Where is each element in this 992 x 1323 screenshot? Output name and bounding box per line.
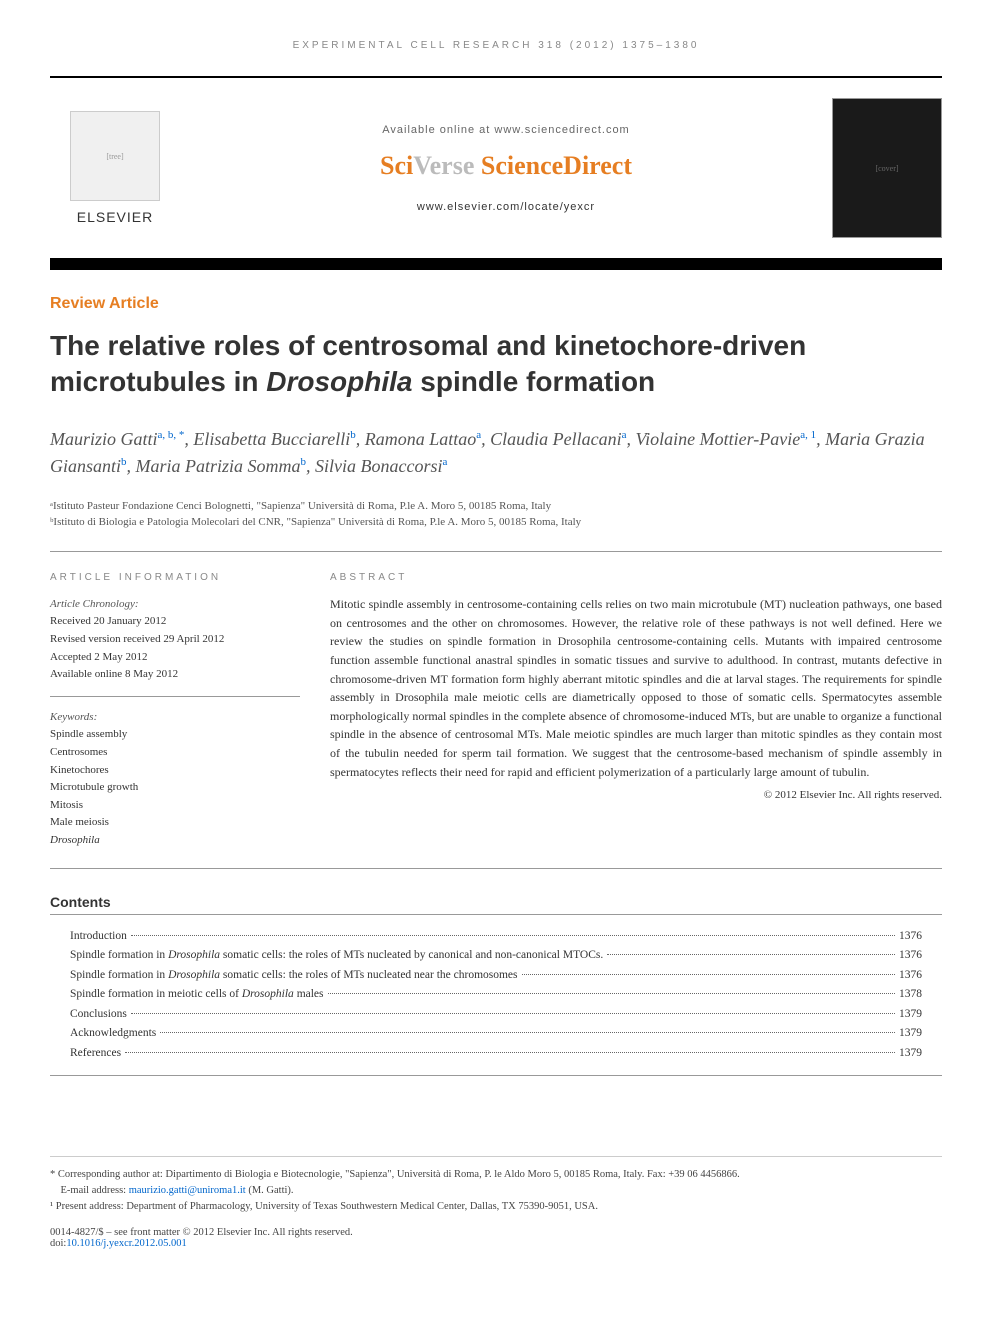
email-suffix: (M. Gatti). bbox=[246, 1185, 294, 1196]
toc-dots bbox=[131, 935, 895, 936]
toc-page: 1379 bbox=[899, 1024, 922, 1044]
toc-row[interactable]: References 1379 bbox=[70, 1044, 922, 1064]
running-header: EXPERIMENTAL CELL RESEARCH 318 (2012) 13… bbox=[50, 40, 942, 51]
info-abstract-row: ARTICLE INFORMATION Article Chronology: … bbox=[50, 551, 942, 869]
keyword-item: Mitosis bbox=[50, 797, 300, 815]
keywords-list: Spindle assemblyCentrosomesKinetochoresM… bbox=[50, 726, 300, 849]
toc-title: Introduction bbox=[70, 927, 127, 947]
affiliation-line: ᵃIstituto Pasteur Fondazione Cenci Bolog… bbox=[50, 498, 942, 515]
available-online-text: Available online at www.sciencedirect.co… bbox=[200, 124, 812, 136]
toc-page: 1376 bbox=[899, 946, 922, 966]
toc-page: 1378 bbox=[899, 985, 922, 1005]
title-italic: Drosophila bbox=[266, 366, 412, 397]
header-center: Available online at www.sciencedirect.co… bbox=[200, 124, 812, 213]
chronology-item: Received 20 January 2012 bbox=[50, 613, 300, 631]
toc-row[interactable]: Spindle formation in Drosophila somatic … bbox=[70, 966, 922, 986]
chronology-item: Accepted 2 May 2012 bbox=[50, 649, 300, 667]
sciverse-logo: SciVerse ScienceDirect bbox=[200, 151, 812, 181]
doi-link[interactable]: 10.1016/j.yexcr.2012.05.001 bbox=[66, 1238, 186, 1249]
chronology-list: Received 20 January 2012Revised version … bbox=[50, 613, 300, 683]
toc-dots bbox=[125, 1052, 895, 1053]
front-matter-line: 0014-4827/$ – see front matter © 2012 El… bbox=[50, 1227, 942, 1238]
email-line: E-mail address: maurizio.gatti@uniroma1.… bbox=[50, 1183, 942, 1199]
title-post: spindle formation bbox=[412, 366, 655, 397]
article-type-label: Review Article bbox=[50, 295, 942, 313]
footnotes: * Corresponding author at: Dipartimento … bbox=[50, 1156, 942, 1214]
sciverse-verse: Verse bbox=[413, 151, 474, 180]
contents-heading: Contents bbox=[50, 894, 942, 915]
article-info-column: ARTICLE INFORMATION Article Chronology: … bbox=[50, 570, 300, 850]
toc-title: References bbox=[70, 1044, 121, 1064]
email-link[interactable]: maurizio.gatti@uniroma1.it bbox=[129, 1185, 246, 1196]
toc-page: 1379 bbox=[899, 1005, 922, 1025]
chronology-label: Article Chronology: bbox=[50, 596, 300, 614]
toc-page: 1379 bbox=[899, 1044, 922, 1064]
corresponding-author-note: * Corresponding author at: Dipartimento … bbox=[50, 1167, 942, 1183]
contents-list: Introduction 1376 Spindle formation in Dro… bbox=[50, 927, 942, 1077]
authors-list: Maurizio Gattia, b, *, Elisabetta Buccia… bbox=[50, 426, 942, 480]
abstract-column: ABSTRACT Mitotic spindle assembly in cen… bbox=[330, 570, 942, 850]
article-title: The relative roles of centrosomal and ki… bbox=[50, 328, 942, 401]
affiliations: ᵃIstituto Pasteur Fondazione Cenci Bolog… bbox=[50, 498, 942, 531]
toc-title: Acknowledgments bbox=[70, 1024, 156, 1044]
info-divider bbox=[50, 696, 300, 697]
abstract-text: Mitotic spindle assembly in centrosome-c… bbox=[330, 595, 942, 781]
sciverse-sd: ScienceDirect bbox=[474, 151, 632, 180]
chronology-item: Available online 8 May 2012 bbox=[50, 666, 300, 684]
doi-line: doi:10.1016/j.yexcr.2012.05.001 bbox=[50, 1238, 942, 1249]
toc-row[interactable]: Spindle formation in meiotic cells of Dr… bbox=[70, 985, 922, 1005]
toc-dots bbox=[522, 974, 895, 975]
toc-dots bbox=[328, 993, 895, 994]
keyword-item: Kinetochores bbox=[50, 762, 300, 780]
keyword-item: Spindle assembly bbox=[50, 726, 300, 744]
journal-url[interactable]: www.elsevier.com/locate/yexcr bbox=[200, 201, 812, 213]
toc-page: 1376 bbox=[899, 966, 922, 986]
keyword-item: Drosophila bbox=[50, 832, 300, 850]
toc-dots bbox=[607, 954, 895, 955]
journal-cover-thumbnail: [cover] bbox=[832, 98, 942, 238]
keyword-item: Microtubule growth bbox=[50, 779, 300, 797]
toc-title: Spindle formation in meiotic cells of Dr… bbox=[70, 985, 324, 1005]
toc-title: Spindle formation in Drosophila somatic … bbox=[70, 966, 518, 986]
abstract-heading: ABSTRACT bbox=[330, 570, 942, 586]
toc-row[interactable]: Conclusions 1379 bbox=[70, 1005, 922, 1025]
keyword-item: Male meiosis bbox=[50, 814, 300, 832]
elsevier-tree-icon: [tree] bbox=[70, 111, 160, 201]
abstract-copyright: © 2012 Elsevier Inc. All rights reserved… bbox=[330, 787, 942, 804]
toc-row[interactable]: Acknowledgments 1379 bbox=[70, 1024, 922, 1044]
doi-prefix: doi: bbox=[50, 1238, 66, 1249]
toc-row[interactable]: Introduction 1376 bbox=[70, 927, 922, 947]
doi-block: 0014-4827/$ – see front matter © 2012 El… bbox=[50, 1227, 942, 1249]
journal-header-block: [tree] ELSEVIER Available online at www.… bbox=[50, 76, 942, 270]
toc-title: Conclusions bbox=[70, 1005, 127, 1025]
toc-title: Spindle formation in Drosophila somatic … bbox=[70, 946, 603, 966]
present-address-note: ¹ Present address: Department of Pharmac… bbox=[50, 1199, 942, 1215]
toc-dots bbox=[160, 1032, 895, 1033]
elsevier-logo: [tree] ELSEVIER bbox=[50, 103, 180, 233]
keywords-label: Keywords: bbox=[50, 709, 300, 727]
elsevier-label: ELSEVIER bbox=[77, 209, 153, 225]
affiliation-line: ᵇIstituto di Biologia e Patologia Moleco… bbox=[50, 514, 942, 531]
toc-page: 1376 bbox=[899, 927, 922, 947]
chronology-item: Revised version received 29 April 2012 bbox=[50, 631, 300, 649]
article-info-heading: ARTICLE INFORMATION bbox=[50, 570, 300, 586]
keyword-item: Centrosomes bbox=[50, 744, 300, 762]
toc-dots bbox=[131, 1013, 895, 1014]
email-label: E-mail address: bbox=[61, 1185, 129, 1196]
sciverse-sci: Sci bbox=[380, 151, 413, 180]
toc-row[interactable]: Spindle formation in Drosophila somatic … bbox=[70, 946, 922, 966]
